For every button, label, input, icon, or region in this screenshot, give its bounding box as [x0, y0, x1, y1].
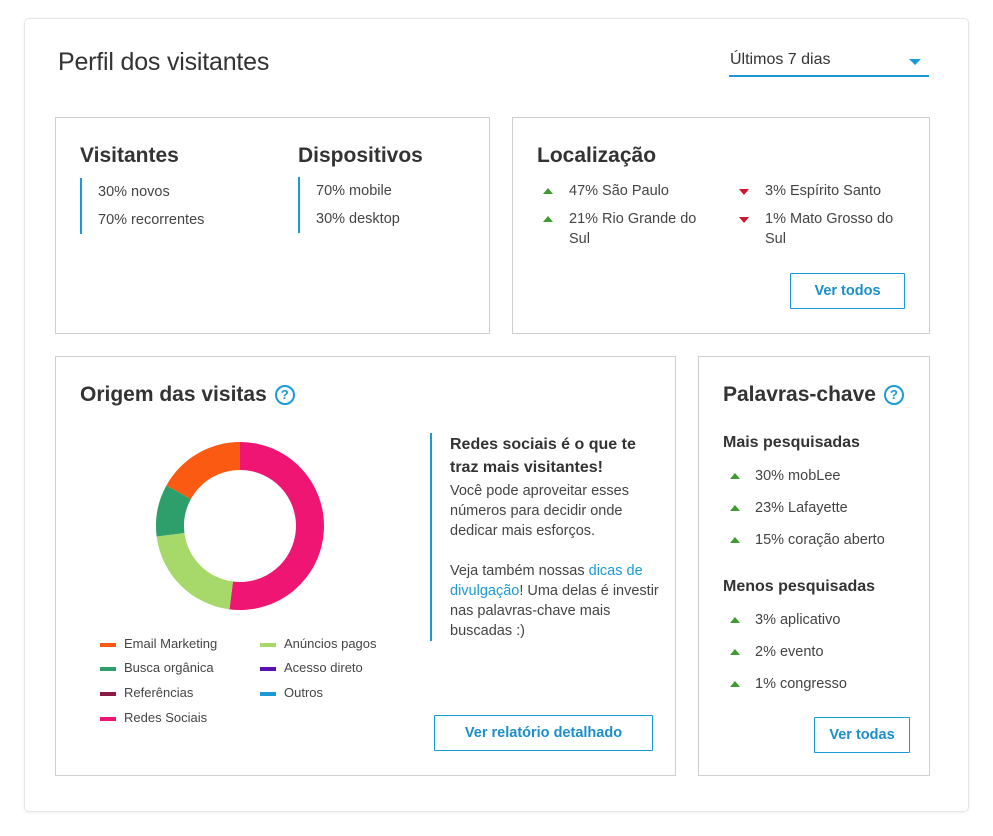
tips-link[interactable]: dicas de divulgação	[450, 563, 643, 599]
legend-swatch	[100, 667, 116, 671]
donut-slice-email-marketing	[166, 442, 240, 500]
detailed-report-button[interactable]: Ver relatório detalhado	[434, 715, 653, 751]
visitors-panel	[55, 117, 490, 334]
arrow-down-icon	[739, 189, 749, 195]
legend-swatch	[260, 643, 276, 647]
arrow-up-icon	[730, 473, 740, 479]
legend-swatch	[100, 643, 116, 647]
visitors-new: 30% novos	[98, 184, 170, 200]
arrow-up-icon	[543, 216, 553, 222]
traffic-source-panel	[55, 356, 676, 776]
location-title: Localização	[537, 144, 657, 167]
period-select-value: Últimos 7 dias	[730, 51, 831, 68]
devices-desktop: 30% desktop	[316, 211, 400, 227]
keywords-panel	[698, 356, 930, 776]
devices-mobile: 70% mobile	[316, 183, 392, 199]
arrow-down-icon	[739, 217, 749, 223]
legend-swatch	[260, 667, 276, 671]
visitors-returning: 70% recorrentes	[98, 212, 205, 228]
insight-callout: Redes sociais é o que te traz mais visit…	[430, 433, 660, 641]
legend-swatch	[100, 717, 116, 721]
keywords-title: Palavras-chave?	[723, 383, 904, 407]
legend-swatch	[260, 692, 276, 696]
least-searched-title: Menos pesquisadas	[723, 578, 876, 595]
insight-title: Redes sociais é o que te traz mais visit…	[450, 436, 636, 476]
devices-title: Dispositivos	[298, 144, 423, 167]
donut-slice-an-ncios-pagos	[156, 533, 233, 610]
insight-tip: Veja também nossas dicas de divulgação! …	[450, 563, 659, 639]
arrow-up-icon	[543, 188, 553, 194]
insight-text: Você pode aproveitar esses números para …	[450, 483, 629, 539]
view-all-keywords-button[interactable]: Ver todas	[814, 717, 910, 753]
help-icon[interactable]: ?	[274, 385, 295, 405]
traffic-source-title: Origem das visitas?	[80, 383, 295, 407]
traffic-source-donut-chart	[156, 442, 324, 610]
most-searched-title: Mais pesquisadas	[723, 434, 860, 451]
legend-swatch	[100, 692, 116, 696]
view-all-locations-button[interactable]: Ver todos	[790, 273, 905, 309]
help-icon[interactable]: ?	[883, 385, 904, 405]
arrow-up-icon	[730, 649, 740, 655]
devices-stats: 70% mobile 30% desktop	[298, 177, 400, 233]
period-select[interactable]: Últimos 7 dias	[729, 48, 929, 77]
donut-slice-busca-org-nica	[156, 485, 191, 537]
visitors-title: Visitantes	[80, 144, 179, 167]
caret-down-icon	[909, 59, 921, 65]
arrow-up-icon	[730, 681, 740, 687]
visitors-stats: 30% novos 70% recorrentes	[80, 178, 204, 234]
donut-slice-redes-sociais	[229, 442, 324, 610]
arrow-up-icon	[730, 617, 740, 623]
arrow-up-icon	[730, 537, 740, 543]
arrow-up-icon	[730, 505, 740, 511]
page-title: Perfil dos visitantes	[58, 48, 270, 76]
